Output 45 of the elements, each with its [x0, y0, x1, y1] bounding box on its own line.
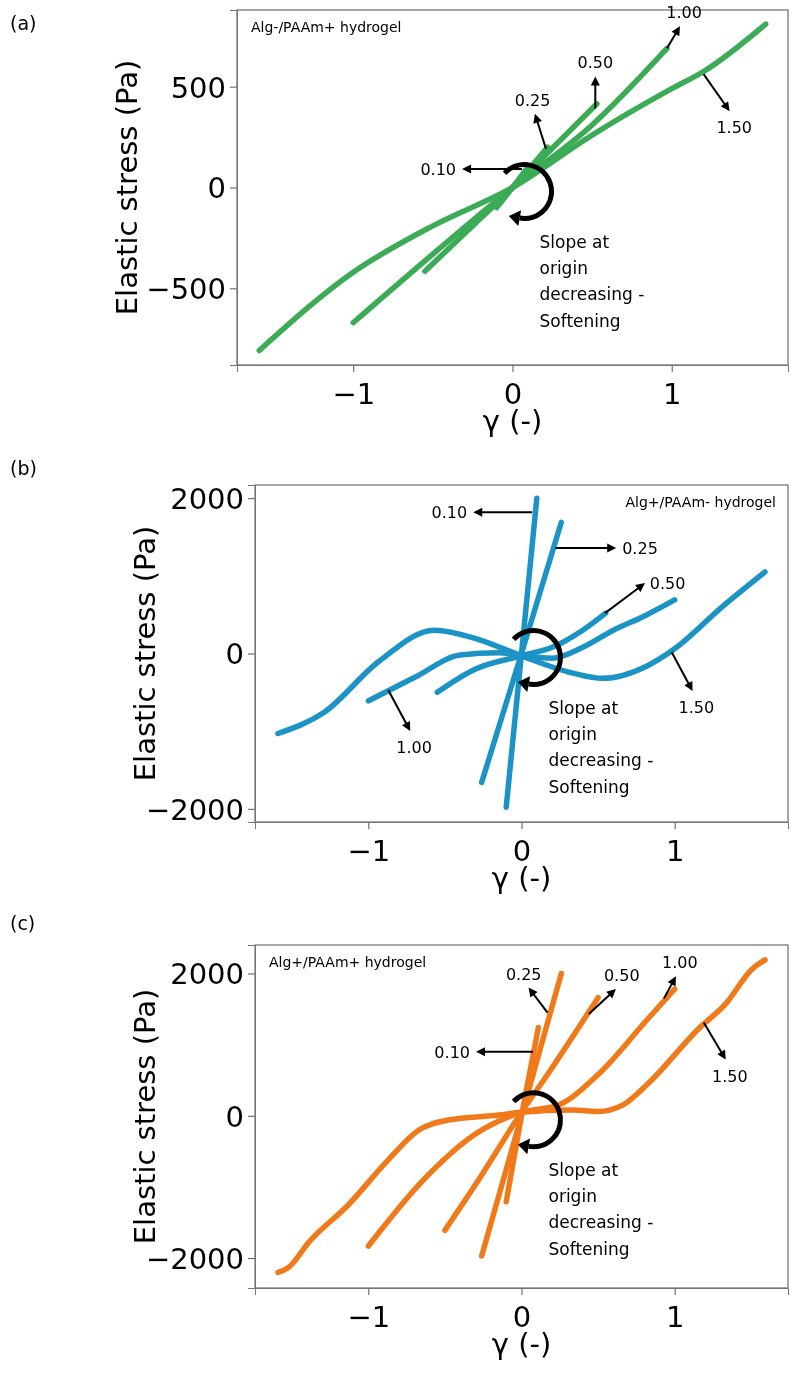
x-tick-label: 1: [665, 834, 685, 868]
x-tick-label: −1: [332, 377, 376, 411]
text: (c): [10, 912, 36, 934]
y-tick-label: −2000: [145, 792, 244, 827]
x-tick-label: 1: [663, 377, 682, 411]
y-tick-label: 0: [207, 171, 226, 206]
y-axis-title: Elastic stress (Pa): [110, 59, 144, 316]
annotation: Slope at origin decreasing - Softening: [539, 231, 645, 331]
y-tick-label: 2000: [170, 482, 244, 517]
annotation: 0.25: [622, 538, 658, 558]
x-tick-label: −1: [347, 1300, 391, 1334]
annotation: 0.10: [431, 503, 468, 523]
x-axis-title: γ (-): [491, 861, 552, 895]
annotation: Alg+/PAAm- hydrogel: [625, 494, 776, 510]
annotation: Slope at origin decreasing - Softening: [548, 1159, 654, 1259]
annotation: 0.10: [434, 1042, 470, 1062]
annotation: 0.50: [577, 53, 614, 73]
text: (a): [10, 12, 37, 34]
x-tick-label: 1: [665, 1300, 685, 1334]
annotation: 0.25: [514, 90, 551, 110]
annotation: 1.50: [716, 118, 753, 138]
annotation: Slope at origin decreasing - Softening: [548, 697, 654, 797]
annotation: 0.50: [603, 966, 640, 986]
annotation: 0.25: [505, 964, 542, 984]
x-axis-title: γ (-): [491, 1327, 552, 1361]
annotation: 1.00: [396, 738, 432, 757]
annotation: Alg+/PAAm+ hydrogel: [269, 954, 427, 970]
annotation: 0.10: [420, 159, 457, 179]
annotation: 1.50: [712, 1066, 748, 1086]
y-axis-title: Elastic stress (Pa): [128, 988, 162, 1245]
annotation: Alg-/PAAm+ hydrogel: [251, 19, 402, 35]
y-tick-label: 500: [170, 70, 226, 105]
y-tick-label: 0: [225, 1099, 244, 1134]
annotation: 1.50: [678, 697, 715, 717]
y-tick-label: −2000: [145, 1242, 244, 1277]
y-tick-label: 0: [225, 637, 244, 672]
annotation: 1.00: [661, 953, 698, 973]
y-tick-label: 2000: [170, 957, 244, 992]
annotation: 0.50: [649, 574, 686, 594]
x-tick-label: −1: [347, 834, 391, 868]
y-tick-label: −500: [146, 272, 226, 307]
x-axis-title: γ (-): [482, 404, 543, 438]
y-axis-title: Elastic stress (Pa): [128, 525, 162, 782]
text: (b): [10, 457, 37, 479]
annotation: 1.00: [666, 3, 702, 23]
